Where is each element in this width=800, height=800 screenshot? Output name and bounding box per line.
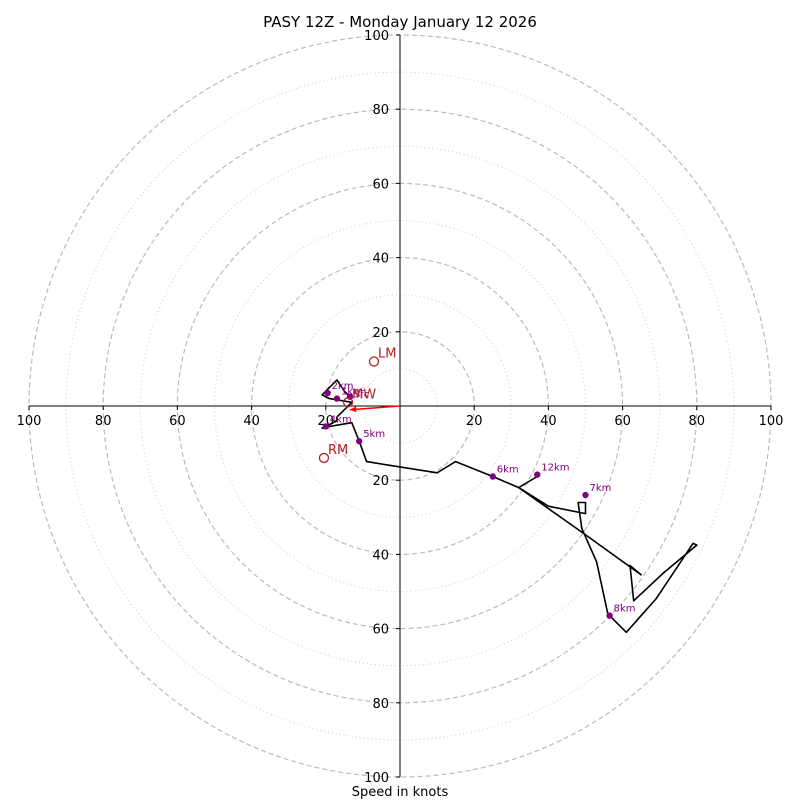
y-tick-label: 20 [372, 326, 389, 341]
motion-marker-mw [342, 397, 354, 408]
x-tick-label: 80 [95, 414, 112, 429]
height-point [324, 389, 331, 397]
motion-label-mw: MW [352, 387, 376, 402]
y-tick-label: 80 [372, 697, 389, 712]
height-point [322, 423, 329, 430]
height-label: 8km [614, 604, 636, 615]
x-axis-label: Speed in knots [352, 785, 449, 800]
x-tick-label: 80 [689, 414, 706, 429]
y-tick-label: 40 [372, 252, 389, 267]
y-tick-label: 60 [372, 623, 389, 638]
height-label: 4km [330, 414, 352, 425]
y-tick-label: 40 [372, 548, 389, 563]
height-point [355, 438, 363, 445]
height-label: 7km [590, 483, 612, 494]
height-label: 12km [541, 463, 569, 474]
x-tick-label: 40 [540, 414, 557, 429]
x-tick-label: 60 [169, 414, 186, 429]
motion-label-lm: LM [378, 346, 396, 361]
hodograph-trace [321, 379, 698, 634]
motion-marker-rm [318, 452, 330, 464]
height-point [534, 471, 541, 478]
y-tick-label: 100 [364, 771, 389, 786]
storm-motion-vector [349, 405, 401, 411]
height-label: 5km [363, 429, 385, 440]
y-tick-label: 20 [372, 474, 389, 489]
y-tick-label: 80 [372, 103, 389, 118]
motion-label-rm: RM [328, 443, 348, 458]
height-point [333, 395, 341, 402]
height-label: 2km [332, 381, 354, 392]
surface-label: Sfc [354, 390, 369, 401]
height-point [606, 612, 613, 619]
hodograph-trace-group [321, 379, 698, 634]
height-point [489, 473, 496, 480]
motion-marker-lm [368, 356, 380, 367]
storm-motion-arrowhead [349, 406, 357, 413]
x-tick-label: 100 [17, 414, 42, 429]
height-point [582, 491, 589, 499]
y-tick-label: 100 [364, 29, 389, 44]
y-tick-label: 60 [372, 177, 389, 192]
storm-motion-vector-group [349, 405, 401, 413]
x-tick-label: 20 [466, 414, 483, 429]
height-label: 1km [341, 387, 363, 398]
x-tick-label: 40 [243, 414, 260, 429]
x-tick-label: 100 [759, 414, 784, 429]
chart-title: PASY 12Z - Monday January 12 2026 [263, 13, 537, 31]
x-tick-label: 60 [614, 414, 631, 429]
storm-motion-markers: LM MW RM [318, 346, 396, 464]
height-label: 6km [497, 464, 519, 475]
